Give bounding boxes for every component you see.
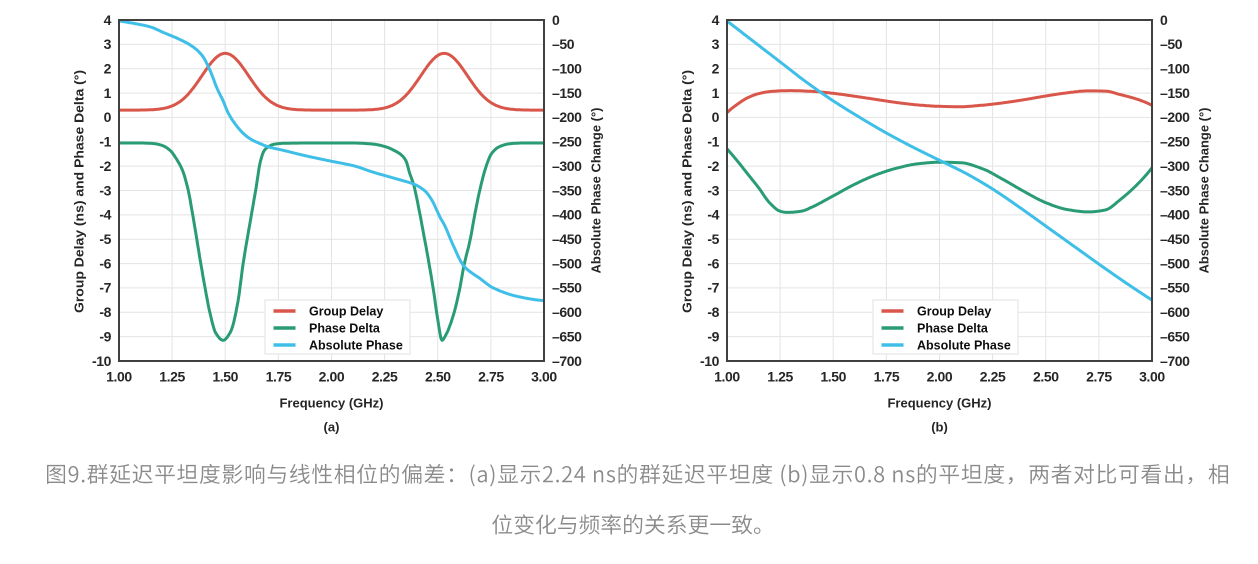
svg-text:–300: –300 — [552, 158, 582, 174]
svg-text:1: 1 — [104, 85, 112, 101]
svg-text:-10: -10 — [700, 353, 720, 369]
svg-text:-7: -7 — [707, 280, 719, 296]
svg-text:Absolute Phase: Absolute Phase — [917, 338, 1011, 352]
svg-text:–250: –250 — [552, 134, 582, 150]
svg-text:–450: –450 — [552, 231, 582, 247]
svg-text:1.25: 1.25 — [159, 369, 185, 385]
svg-text:2.25: 2.25 — [980, 369, 1006, 385]
svg-text:Absolute Phase: Absolute Phase — [309, 338, 403, 352]
svg-text:-9: -9 — [99, 328, 111, 344]
svg-text:Absolute Phase Change (°): Absolute Phase Change (°) — [589, 108, 604, 274]
svg-text:4: 4 — [104, 12, 112, 28]
svg-text:Absolute Phase Change (°): Absolute Phase Change (°) — [1197, 108, 1212, 274]
svg-text:Frequency (GHz): Frequency (GHz) — [887, 396, 991, 411]
svg-text:-8: -8 — [707, 304, 719, 320]
svg-text:–650: –650 — [552, 328, 582, 344]
svg-text:Frequency (GHz): Frequency (GHz) — [279, 396, 383, 411]
svg-text:Group Delay: Group Delay — [917, 304, 991, 318]
svg-text:1.50: 1.50 — [212, 369, 238, 385]
svg-text:(a): (a) — [324, 420, 340, 435]
svg-text:0: 0 — [712, 109, 720, 125]
svg-text:0: 0 — [104, 109, 112, 125]
svg-text:–50: –50 — [1160, 36, 1183, 52]
svg-text:-5: -5 — [707, 231, 719, 247]
svg-text:-4: -4 — [99, 207, 111, 223]
svg-text:–650: –650 — [1160, 328, 1190, 344]
svg-text:-1: -1 — [99, 134, 111, 150]
svg-text:0: 0 — [552, 12, 560, 28]
svg-text:3: 3 — [104, 36, 112, 52]
svg-text:–400: –400 — [1160, 207, 1190, 223]
svg-text:Phase Delta: Phase Delta — [917, 321, 989, 335]
svg-text:-2: -2 — [99, 158, 111, 174]
svg-text:Phase Delta: Phase Delta — [309, 321, 381, 335]
svg-text:–150: –150 — [552, 85, 582, 101]
svg-text:–300: –300 — [1160, 158, 1190, 174]
svg-text:2.50: 2.50 — [425, 369, 451, 385]
svg-text:–500: –500 — [1160, 255, 1190, 271]
svg-text:2.50: 2.50 — [1033, 369, 1059, 385]
svg-text:–350: –350 — [552, 182, 582, 198]
svg-text:3.00: 3.00 — [1139, 369, 1165, 385]
svg-text:–550: –550 — [552, 280, 582, 296]
svg-text:1.00: 1.00 — [714, 369, 740, 385]
svg-text:-9: -9 — [707, 328, 719, 344]
svg-text:–100: –100 — [552, 61, 582, 77]
svg-text:2.75: 2.75 — [478, 369, 504, 385]
svg-text:–200: –200 — [552, 109, 582, 125]
svg-text:2.25: 2.25 — [372, 369, 398, 385]
svg-text:-4: -4 — [707, 207, 719, 223]
svg-text:Group Delay (ns) and Phase Del: Group Delay (ns) and Phase Delta (°) — [72, 70, 87, 313]
svg-text:-3: -3 — [99, 182, 111, 198]
svg-text:-6: -6 — [707, 255, 719, 271]
svg-text:1.50: 1.50 — [820, 369, 846, 385]
svg-text:2.75: 2.75 — [1086, 369, 1112, 385]
svg-text:1.75: 1.75 — [266, 369, 292, 385]
svg-text:0: 0 — [1160, 12, 1168, 28]
svg-text:1: 1 — [712, 85, 720, 101]
svg-text:–600: –600 — [1160, 304, 1190, 320]
svg-text:1.00: 1.00 — [106, 369, 132, 385]
svg-text:3.00: 3.00 — [531, 369, 557, 385]
svg-text:–350: –350 — [1160, 182, 1190, 198]
svg-text:–450: –450 — [1160, 231, 1190, 247]
svg-text:–50: –50 — [552, 36, 575, 52]
svg-text:–550: –550 — [1160, 280, 1190, 296]
svg-text:-5: -5 — [99, 231, 111, 247]
svg-text:Group Delay (ns) and Phase Del: Group Delay (ns) and Phase Delta (°) — [680, 70, 695, 313]
svg-text:–700: –700 — [1160, 353, 1190, 369]
svg-text:–400: –400 — [552, 207, 582, 223]
svg-text:–250: –250 — [1160, 134, 1190, 150]
svg-text:1.25: 1.25 — [767, 369, 793, 385]
svg-text:4: 4 — [712, 12, 720, 28]
svg-text:2: 2 — [104, 61, 112, 77]
svg-text:-6: -6 — [99, 255, 111, 271]
svg-text:-10: -10 — [92, 353, 112, 369]
svg-text:–600: –600 — [552, 304, 582, 320]
svg-text:-3: -3 — [707, 182, 719, 198]
svg-text:1.75: 1.75 — [874, 369, 900, 385]
svg-text:3: 3 — [712, 36, 720, 52]
svg-text:-8: -8 — [99, 304, 111, 320]
svg-text:2.00: 2.00 — [319, 369, 345, 385]
svg-text:–500: –500 — [552, 255, 582, 271]
svg-text:(b): (b) — [931, 420, 948, 435]
svg-text:2: 2 — [712, 61, 720, 77]
svg-text:-2: -2 — [707, 158, 719, 174]
svg-text:–200: –200 — [1160, 109, 1190, 125]
svg-text:-1: -1 — [707, 134, 719, 150]
svg-text:-7: -7 — [99, 280, 111, 296]
svg-text:–700: –700 — [552, 353, 582, 369]
svg-text:2.00: 2.00 — [927, 369, 953, 385]
svg-text:–100: –100 — [1160, 61, 1190, 77]
svg-text:Group Delay: Group Delay — [309, 304, 383, 318]
svg-text:–150: –150 — [1160, 85, 1190, 101]
